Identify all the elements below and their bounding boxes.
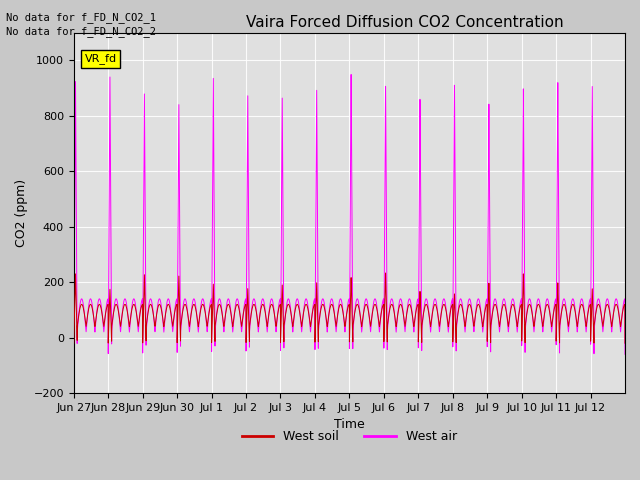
Legend: West soil, West air: West soil, West air: [237, 425, 461, 448]
X-axis label: Time: Time: [334, 419, 365, 432]
Y-axis label: CO2 (ppm): CO2 (ppm): [15, 179, 28, 247]
Title: Vaira Forced Diffusion CO2 Concentration: Vaira Forced Diffusion CO2 Concentration: [246, 15, 563, 30]
Text: No data for f_FD_N_CO2_1: No data for f_FD_N_CO2_1: [6, 12, 156, 23]
Text: VR_fd: VR_fd: [85, 53, 117, 64]
Text: No data for f_FD_N_CO2_2: No data for f_FD_N_CO2_2: [6, 26, 156, 37]
